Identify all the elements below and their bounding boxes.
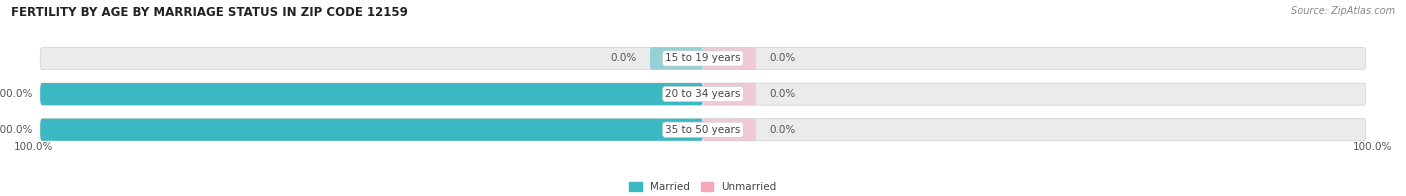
FancyBboxPatch shape (41, 47, 1365, 70)
Text: 35 to 50 years: 35 to 50 years (665, 125, 741, 135)
Text: 20 to 34 years: 20 to 34 years (665, 89, 741, 99)
FancyBboxPatch shape (703, 47, 756, 70)
FancyBboxPatch shape (650, 47, 703, 70)
FancyBboxPatch shape (41, 83, 703, 105)
Text: 0.0%: 0.0% (769, 54, 796, 64)
FancyBboxPatch shape (703, 119, 756, 141)
Text: 100.0%: 100.0% (14, 142, 53, 152)
FancyBboxPatch shape (41, 119, 703, 141)
Text: FERTILITY BY AGE BY MARRIAGE STATUS IN ZIP CODE 12159: FERTILITY BY AGE BY MARRIAGE STATUS IN Z… (11, 6, 408, 19)
Text: 0.0%: 0.0% (769, 89, 796, 99)
Text: 100.0%: 100.0% (1353, 142, 1392, 152)
FancyBboxPatch shape (41, 119, 1365, 141)
FancyBboxPatch shape (703, 83, 756, 105)
Legend: Married, Unmarried: Married, Unmarried (630, 182, 776, 192)
FancyBboxPatch shape (41, 83, 1365, 105)
Text: 0.0%: 0.0% (769, 125, 796, 135)
Text: Source: ZipAtlas.com: Source: ZipAtlas.com (1291, 6, 1395, 16)
Text: 15 to 19 years: 15 to 19 years (665, 54, 741, 64)
Text: 0.0%: 0.0% (610, 54, 637, 64)
Text: 100.0%: 100.0% (0, 89, 34, 99)
Text: 100.0%: 100.0% (0, 125, 34, 135)
